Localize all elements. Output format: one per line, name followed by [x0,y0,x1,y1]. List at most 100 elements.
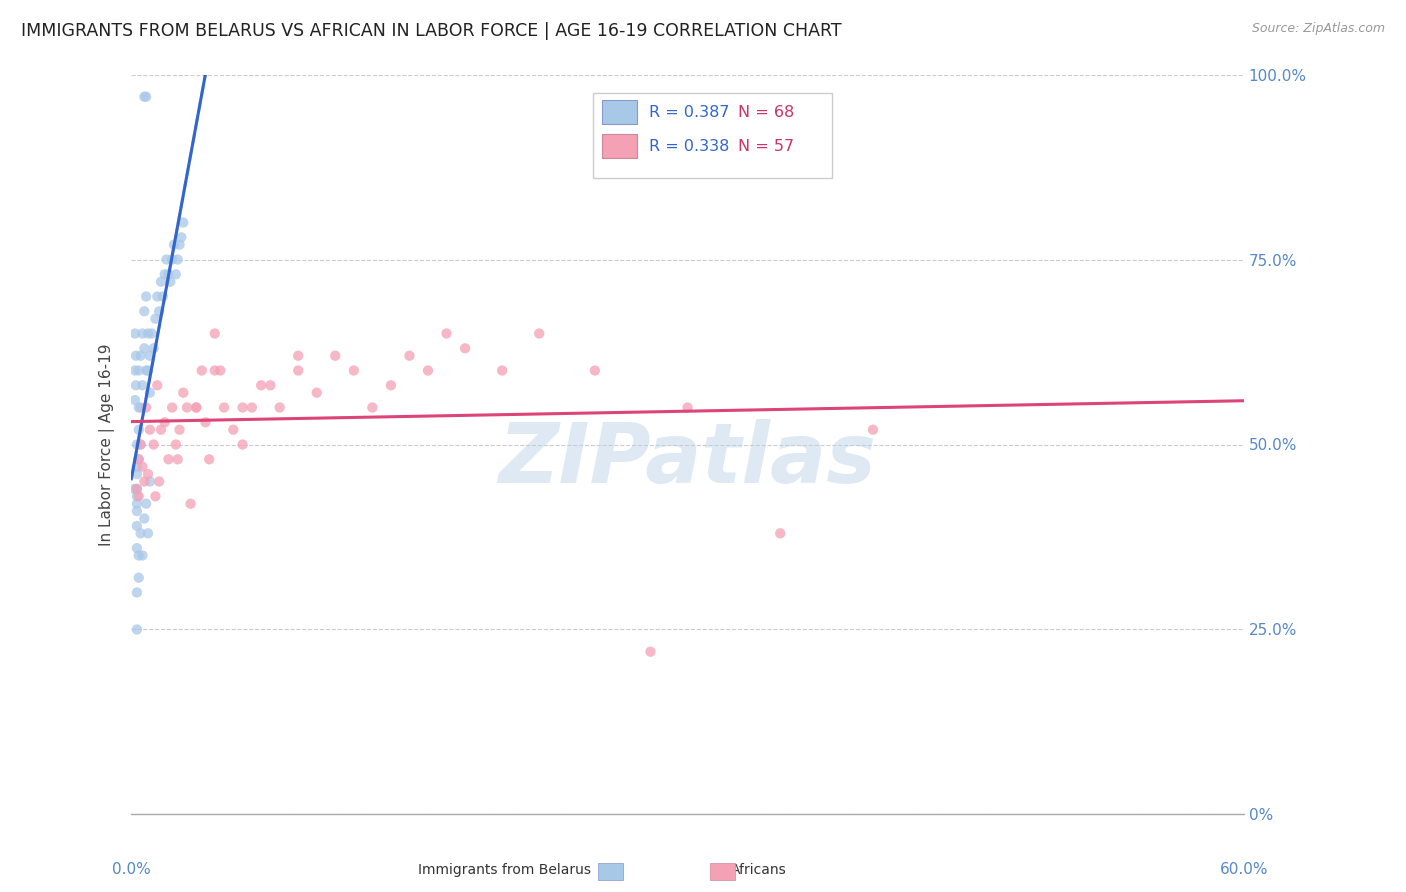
Point [259,378,281,392]
Point [125,467,148,482]
Point [125,519,148,533]
Point [122,482,145,496]
Point [172,385,194,400]
Point [124,393,146,408]
Point [136,526,159,541]
Point [398,349,420,363]
Point [209,363,232,377]
Point [198,452,221,467]
FancyBboxPatch shape [602,101,637,124]
Point [583,363,606,377]
Text: 60.0%: 60.0% [1219,863,1268,877]
Y-axis label: In Labor Force | Age 16-19: In Labor Force | Age 16-19 [100,343,115,546]
Text: Africans: Africans [731,863,787,877]
Point [148,304,170,318]
Point [134,89,156,103]
Point [150,423,173,437]
Point [343,363,366,377]
Point [166,252,188,267]
Text: IMMIGRANTS FROM BELARUS VS AFRICAN IN LABOR FORCE | AGE 16-19 CORRELATION CHART: IMMIGRANTS FROM BELARUS VS AFRICAN IN LA… [21,22,842,40]
Point [128,452,150,467]
Point [129,526,152,541]
Point [155,252,177,267]
Point [146,378,169,392]
Point [163,237,186,252]
Point [194,415,217,429]
Point [287,349,309,363]
Point [135,497,157,511]
Point [139,385,162,400]
Point [125,623,148,637]
Point [191,363,214,377]
Point [323,349,346,363]
Point [165,437,187,451]
Point [135,401,157,415]
Point [491,363,513,377]
Text: ZIPatlas: ZIPatlas [499,419,876,500]
Point [640,645,662,659]
Point [361,401,384,415]
Point [157,268,180,282]
Point [125,459,148,474]
Point [125,585,148,599]
Point [134,341,156,355]
Point [134,304,156,318]
Point [157,452,180,467]
Point [170,230,193,244]
Point [128,549,150,563]
Text: Source: ZipAtlas.com: Source: ZipAtlas.com [1251,22,1385,36]
Point [287,363,309,377]
Text: R = 0.338: R = 0.338 [648,139,728,153]
Point [152,289,174,303]
Point [125,437,148,451]
Point [380,378,402,392]
Point [125,497,148,511]
Text: 0.0%: 0.0% [112,863,150,877]
Point [305,385,328,400]
Point [136,363,159,377]
Point [134,475,156,489]
Text: Immigrants from Belarus: Immigrants from Belarus [418,863,591,877]
Point [232,437,254,451]
Point [146,289,169,303]
Point [128,423,150,437]
Point [131,326,153,341]
Point [125,541,148,555]
Text: N = 57: N = 57 [738,139,794,153]
Point [862,423,884,437]
FancyBboxPatch shape [593,93,832,178]
Point [125,349,148,363]
Point [124,326,146,341]
Point [176,401,198,415]
Point [145,489,167,503]
Point [529,326,551,341]
Point [222,423,245,437]
Point [129,437,152,451]
Point [135,289,157,303]
Point [124,363,146,377]
Point [212,401,235,415]
Point [250,378,273,392]
Point [125,378,148,392]
Point [169,237,191,252]
Point [139,423,162,437]
Text: N = 68: N = 68 [738,104,794,120]
Point [128,363,150,377]
Point [172,215,194,229]
Point [139,349,162,363]
Point [204,363,226,377]
Point [131,378,153,392]
Point [135,363,157,377]
Point [128,489,150,503]
Point [125,489,148,503]
Point [142,437,165,451]
Point [416,363,439,377]
Point [769,526,792,541]
Point [125,504,148,518]
Point [136,467,159,482]
Point [129,437,152,451]
Point [128,571,150,585]
Point [139,475,162,489]
Point [186,401,208,415]
Point [125,482,148,496]
